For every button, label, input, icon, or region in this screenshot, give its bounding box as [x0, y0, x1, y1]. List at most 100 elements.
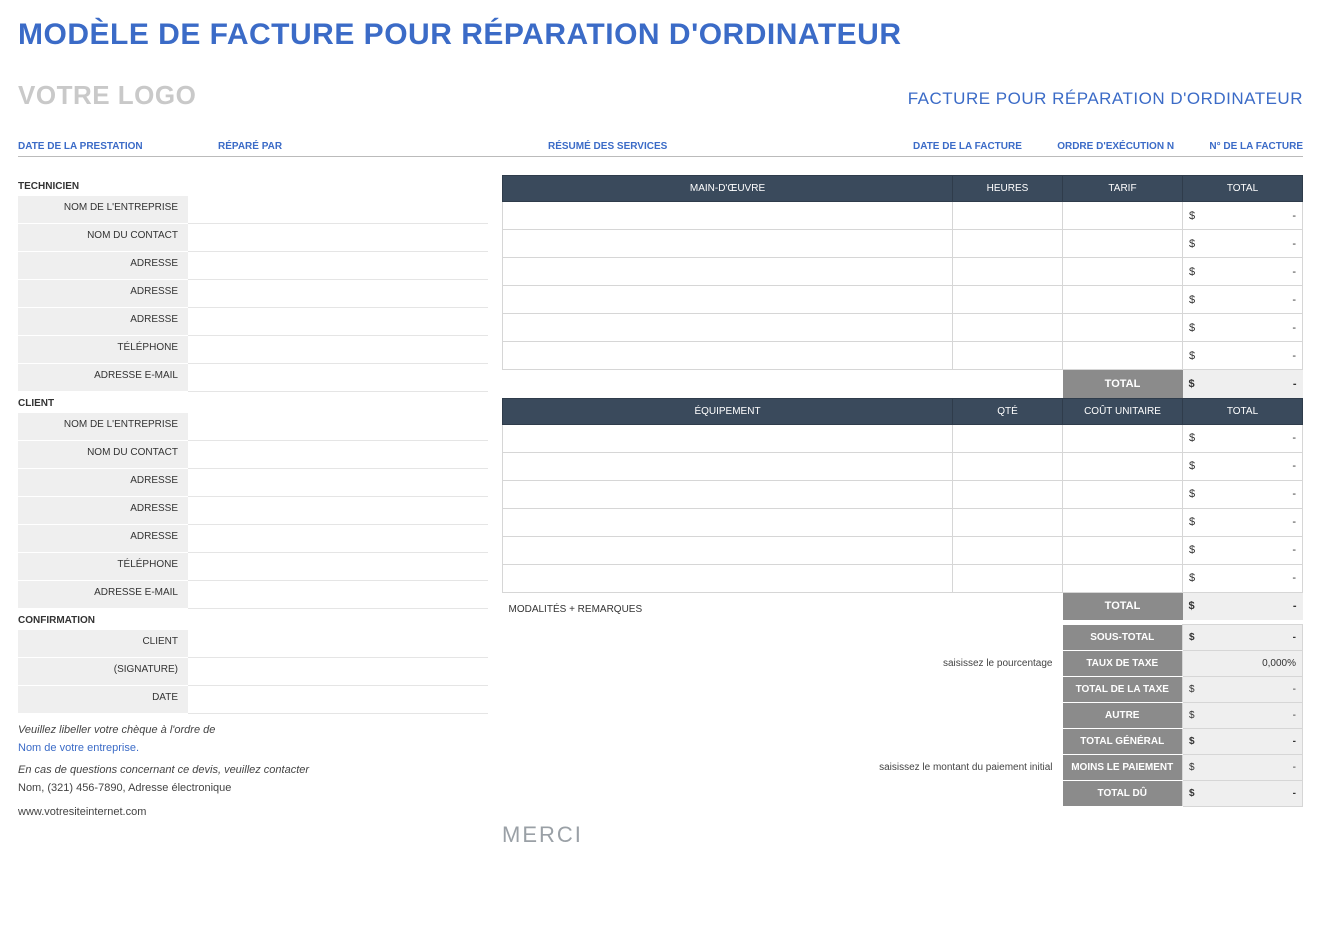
- technicien-label-4: ADRESSE: [18, 308, 188, 336]
- equip-row-total-5: $-: [1183, 564, 1303, 592]
- confirm-signature-value[interactable]: [188, 658, 488, 686]
- labor-row-desc-1[interactable]: [503, 230, 953, 258]
- equip-row-desc-3[interactable]: [503, 508, 953, 536]
- labor-header-hours: HEURES: [953, 176, 1063, 202]
- equip-row-col2-2[interactable]: [953, 480, 1063, 508]
- confirm-client-value[interactable]: [188, 630, 488, 658]
- client-label-2: ADRESSE: [18, 469, 188, 497]
- equip-row-col2-1[interactable]: [953, 452, 1063, 480]
- equip-row-desc-0[interactable]: [503, 424, 953, 452]
- technicien-value-6[interactable]: [188, 364, 488, 392]
- technicien-label-3: ADRESSE: [18, 280, 188, 308]
- summary-hint-1: saisissez le pourcentage: [502, 651, 1063, 677]
- right-column: MAIN-D'ŒUVRE HEURES TARIF TOTAL $-$-$-$-…: [502, 175, 1303, 807]
- summary-label-6: TOTAL DÛ: [1063, 781, 1183, 807]
- labor-row-col3-5[interactable]: [1063, 342, 1183, 370]
- technicien-value-3[interactable]: [188, 280, 488, 308]
- labor-row-total-4: $-: [1183, 314, 1303, 342]
- summary-hint-6: [502, 781, 1063, 807]
- technicien-value-2[interactable]: [188, 252, 488, 280]
- equip-row-col2-5[interactable]: [953, 564, 1063, 592]
- equip-row-col3-3[interactable]: [1063, 508, 1183, 536]
- labor-row-total-0: $-: [1183, 202, 1303, 230]
- labor-row-col2-2[interactable]: [953, 258, 1063, 286]
- summary-label-3: AUTRE: [1063, 703, 1183, 729]
- summary-value-0: $-: [1183, 625, 1303, 651]
- page-title: MODÈLE DE FACTURE POUR RÉPARATION D'ORDI…: [18, 18, 1303, 52]
- labor-row-desc-3[interactable]: [503, 286, 953, 314]
- labor-row-desc-4[interactable]: [503, 314, 953, 342]
- confirm-date-label: DATE: [18, 686, 188, 714]
- technicien-title: TECHNICIEN: [18, 175, 488, 196]
- meta-repare-par: RÉPARÉ PAR: [218, 141, 548, 152]
- equip-row-desc-2[interactable]: [503, 480, 953, 508]
- summary-label-1: TAUX DE TAXE: [1063, 651, 1183, 677]
- labor-row-desc-0[interactable]: [503, 202, 953, 230]
- labor-row-col2-3[interactable]: [953, 286, 1063, 314]
- technicien-label-1: NOM DU CONTACT: [18, 224, 188, 252]
- client-value-1[interactable]: [188, 441, 488, 469]
- labor-row-col3-0[interactable]: [1063, 202, 1183, 230]
- labor-row-col2-0[interactable]: [953, 202, 1063, 230]
- technicien-label-0: NOM DE L'ENTREPRISE: [18, 196, 188, 224]
- equip-row-desc-5[interactable]: [503, 564, 953, 592]
- equip-row-col3-5[interactable]: [1063, 564, 1183, 592]
- labor-row-col2-4[interactable]: [953, 314, 1063, 342]
- summary-value-4: $-: [1183, 729, 1303, 755]
- labor-row-col2-5[interactable]: [953, 342, 1063, 370]
- summary-hint-5: saisissez le montant du paiement initial: [502, 755, 1063, 781]
- summary-value-6: $-: [1183, 781, 1303, 807]
- confirmation-title: CONFIRMATION: [18, 609, 488, 630]
- summary-label-2: TOTAL DE LA TAXE: [1063, 677, 1183, 703]
- summary-hint-0: [502, 625, 1063, 651]
- equip-row-col2-0[interactable]: [953, 424, 1063, 452]
- footer-left: Veuillez libeller votre chèque à l'ordre…: [18, 724, 488, 818]
- summary-label-0: SOUS-TOTAL: [1063, 625, 1183, 651]
- labor-row-desc-2[interactable]: [503, 258, 953, 286]
- technicien-value-4[interactable]: [188, 308, 488, 336]
- equip-row-col2-3[interactable]: [953, 508, 1063, 536]
- labor-header-total: TOTAL: [1183, 176, 1303, 202]
- client-value-0[interactable]: [188, 413, 488, 441]
- client-value-3[interactable]: [188, 497, 488, 525]
- modalites-title: MODALITÉS + REMARQUES: [509, 598, 1057, 615]
- labor-row-col3-2[interactable]: [1063, 258, 1183, 286]
- equip-row-col3-2[interactable]: [1063, 480, 1183, 508]
- cheque-line: Veuillez libeller votre chèque à l'ordre…: [18, 724, 488, 736]
- labor-row-total-2: $-: [1183, 258, 1303, 286]
- labor-row-desc-5[interactable]: [503, 342, 953, 370]
- contact-line: En cas de questions concernant ce devis,…: [18, 764, 488, 776]
- equip-row-col3-0[interactable]: [1063, 424, 1183, 452]
- client-value-6[interactable]: [188, 581, 488, 609]
- labor-row-col3-3[interactable]: [1063, 286, 1183, 314]
- technicien-value-1[interactable]: [188, 224, 488, 252]
- labor-row-col3-1[interactable]: [1063, 230, 1183, 258]
- labor-header-rate: TARIF: [1063, 176, 1183, 202]
- summary-table: SOUS-TOTAL$-saisissez le pourcentageTAUX…: [502, 624, 1303, 807]
- labor-row-col2-1[interactable]: [953, 230, 1063, 258]
- equip-header-desc: ÉQUIPEMENT: [503, 398, 953, 424]
- summary-value-2: $-: [1183, 677, 1303, 703]
- equip-row-desc-1[interactable]: [503, 452, 953, 480]
- client-value-2[interactable]: [188, 469, 488, 497]
- technicien-label-5: TÉLÉPHONE: [18, 336, 188, 364]
- equip-row-col3-1[interactable]: [1063, 452, 1183, 480]
- equip-row-total-1: $-: [1183, 452, 1303, 480]
- confirm-date-value[interactable]: [188, 686, 488, 714]
- confirm-signature-label: (SIGNATURE): [18, 658, 188, 686]
- client-value-4[interactable]: [188, 525, 488, 553]
- document-subheader: FACTURE POUR RÉPARATION D'ORDINATEUR: [908, 89, 1303, 109]
- meta-date-facture: DATE DE LA FACTURE: [913, 141, 1022, 152]
- technicien-value-0[interactable]: [188, 196, 488, 224]
- equip-row-col3-4[interactable]: [1063, 536, 1183, 564]
- client-label-3: ADRESSE: [18, 497, 188, 525]
- equip-header-total: TOTAL: [1183, 398, 1303, 424]
- technicien-value-5[interactable]: [188, 336, 488, 364]
- summary-hint-3: [502, 703, 1063, 729]
- labor-row-col3-4[interactable]: [1063, 314, 1183, 342]
- contact-info: Nom, (321) 456-7890, Adresse électroniqu…: [18, 782, 488, 794]
- client-value-5[interactable]: [188, 553, 488, 581]
- equip-row-col2-4[interactable]: [953, 536, 1063, 564]
- equip-row-desc-4[interactable]: [503, 536, 953, 564]
- equip-row-total-0: $-: [1183, 424, 1303, 452]
